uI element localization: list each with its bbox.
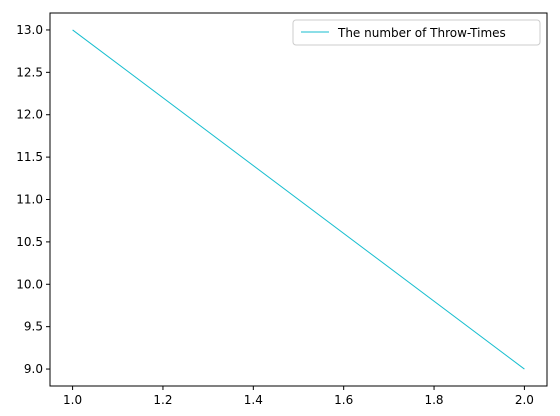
y-tick-label: 9.5 bbox=[24, 320, 43, 334]
legend: The number of Throw-Times bbox=[292, 19, 541, 46]
y-tick-label: 11.5 bbox=[16, 150, 43, 164]
series-layer bbox=[72, 29, 525, 370]
x-tick-label: 1.2 bbox=[153, 393, 172, 407]
y-tick-label: 13.0 bbox=[16, 23, 43, 37]
legend-box bbox=[292, 19, 541, 46]
y-tick-label: 12.0 bbox=[16, 108, 43, 122]
x-tick-label: 1.8 bbox=[424, 393, 443, 407]
series-line bbox=[72, 29, 525, 370]
plot-frame bbox=[49, 12, 548, 387]
x-tick-label: 1.4 bbox=[244, 393, 263, 407]
x-tick-label: 1.6 bbox=[334, 393, 353, 407]
y-tick-label: 11.0 bbox=[16, 193, 43, 207]
x-tick-label: 1.0 bbox=[63, 393, 82, 407]
ticks-layer: 1.0 1.2 1.4 1.6 1.8 2.0 9.0 9.5 10.0 10.5 11.0 11.5… bbox=[16, 23, 534, 407]
legend-label: The number of Throw-Times bbox=[337, 26, 506, 40]
y-tick-label: 10.0 bbox=[16, 277, 43, 291]
y-tick-label: 10.5 bbox=[16, 235, 43, 249]
x-tick-label: 2.0 bbox=[515, 393, 534, 407]
y-tick-label: 9.0 bbox=[24, 362, 43, 376]
y-tick-label: 12.5 bbox=[16, 65, 43, 79]
